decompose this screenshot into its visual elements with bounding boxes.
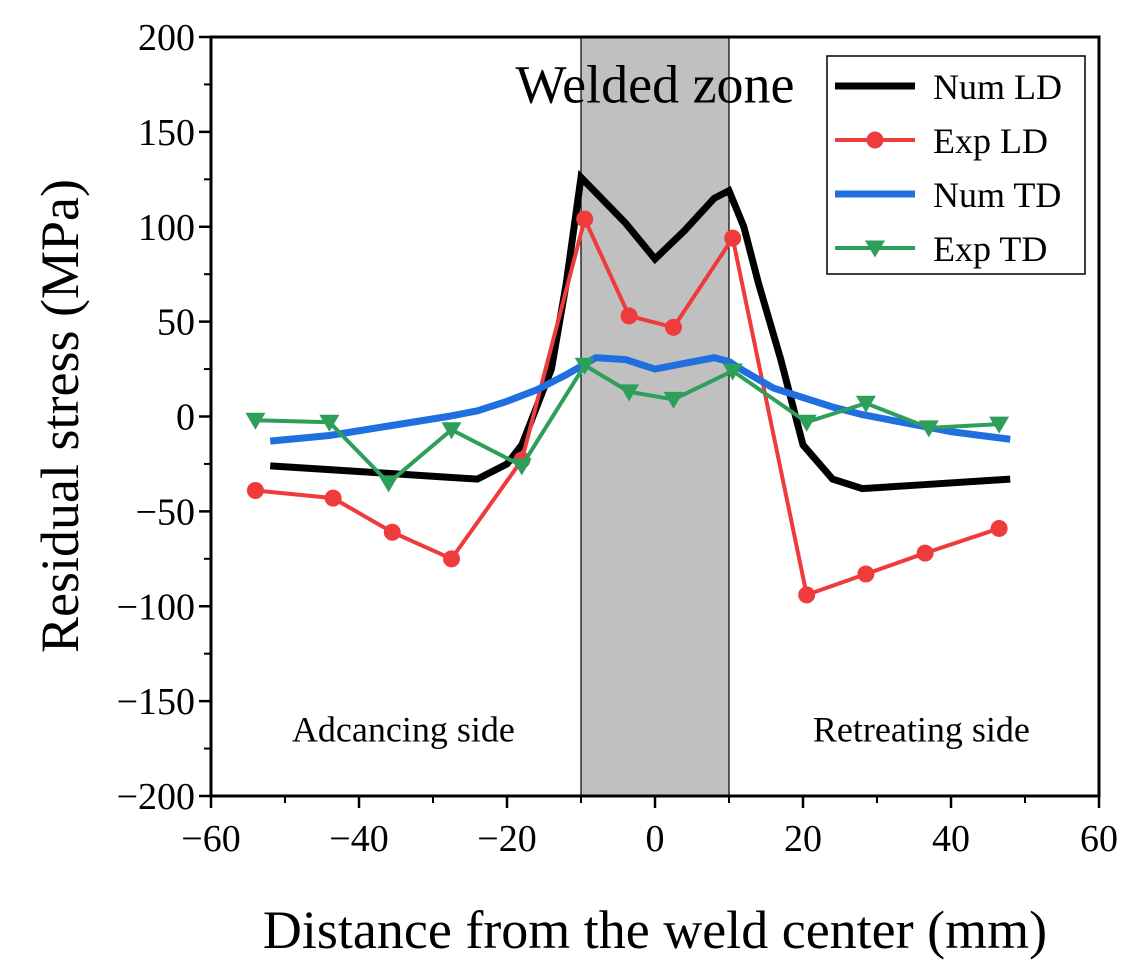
legend-label-exp-ld: Exp LD [933, 121, 1048, 161]
shaded-welded-zone [580, 36, 730, 797]
legend-marker-exp-td [865, 240, 885, 258]
y-tick-label: 200 [138, 17, 195, 59]
data-point-exp-ld [620, 307, 638, 325]
data-point-exp-ld [798, 586, 816, 604]
data-point-exp-td [378, 475, 399, 493]
x-axis-title: Distance from the weld center (mm) [263, 900, 1047, 960]
data-point-exp-ld [324, 489, 342, 507]
x-tick-label: −40 [329, 818, 388, 860]
data-point-exp-td [245, 412, 266, 430]
data-point-exp-ld [857, 565, 875, 583]
data-point-exp-td [989, 416, 1010, 434]
annotation-advancing-side: Adcancing side [292, 710, 515, 750]
y-axis-title: Residual stress (MPa) [30, 179, 90, 653]
data-point-exp-td [663, 391, 684, 409]
x-tick-label: 40 [932, 818, 970, 860]
y-tick-label: 50 [157, 302, 195, 344]
legend-box [826, 55, 1086, 275]
data-point-exp-td [441, 422, 462, 440]
y-tick-label: 150 [138, 112, 195, 154]
series-num-td [269, 354, 1011, 445]
series-line-num-td [269, 354, 1011, 445]
data-point-exp-ld [246, 482, 264, 500]
data-point-exp-td [796, 414, 817, 432]
y-tick-label: −150 [117, 681, 195, 723]
data-point-exp-ld [383, 523, 401, 541]
data-point-exp-ld [724, 229, 742, 247]
y-tick-label: −100 [117, 586, 195, 628]
series-num-ld [269, 169, 1011, 493]
data-point-exp-td [574, 357, 595, 375]
data-point-exp-td [319, 414, 340, 432]
annotation-welded-zone: Welded zone [515, 54, 794, 114]
legend-marker-exp-ld [866, 131, 884, 149]
y-tick-label: −200 [117, 776, 195, 818]
data-point-exp-td [918, 420, 939, 438]
x-tick-label: 60 [1080, 818, 1118, 860]
legend-label-exp-td: Exp TD [933, 229, 1047, 269]
annotation-retreating-side: Retreating side [813, 710, 1030, 750]
data-point-exp-ld [916, 544, 934, 562]
data-point-exp-td [619, 384, 640, 402]
legend-label-num-td: Num TD [933, 175, 1061, 215]
data-point-exp-ld [443, 550, 460, 568]
data-point-exp-ld [576, 210, 594, 228]
data-point-exp-td [511, 458, 532, 476]
data-point-exp-td [722, 363, 743, 381]
legend-label-num-ld: Num LD [933, 67, 1062, 107]
series-line-num-ld [269, 169, 1011, 493]
tick-layer: −60 −40 −20 0 20 40 60−200−150−100−50050100150… [117, 17, 1118, 860]
x-tick-label: −20 [477, 818, 536, 860]
x-tick-label: 20 [784, 818, 822, 860]
data-point-exp-td [855, 395, 876, 413]
legend: Num LD Exp LD Num TD Exp TD [826, 55, 1086, 275]
x-tick-label: −60 [181, 818, 240, 860]
series-layer [245, 169, 1011, 604]
y-tick-label: 100 [138, 207, 195, 249]
data-point-exp-ld [990, 519, 1008, 537]
legend-layer: Num LD Exp LD Num TD Exp TD [835, 67, 1062, 269]
y-tick-label: −50 [136, 491, 195, 533]
series-exp-ld [246, 210, 1008, 604]
x-tick-label: 0 [646, 818, 665, 860]
y-tick-label: 0 [176, 397, 195, 439]
data-point-exp-ld [665, 318, 682, 336]
series-exp-td [245, 357, 1010, 493]
